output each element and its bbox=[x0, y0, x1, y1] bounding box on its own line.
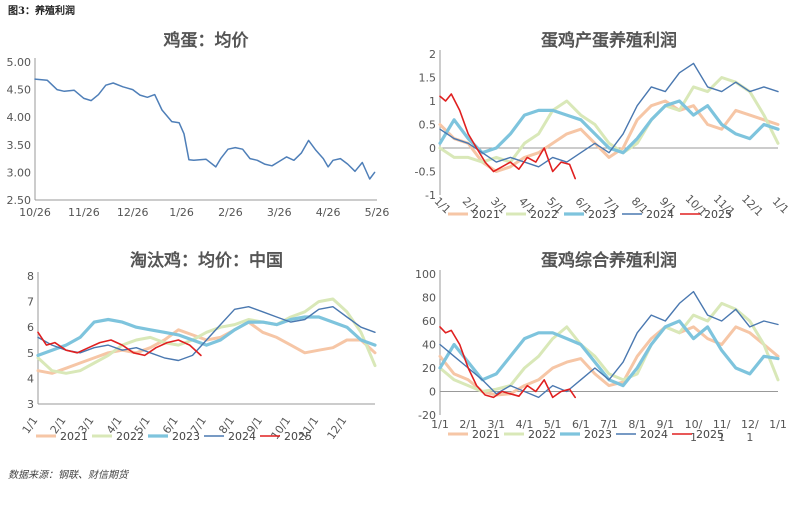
x-tick-label: 11/26 bbox=[68, 206, 100, 219]
chart-title: 淘汰鸡：均价：中国 bbox=[130, 250, 283, 271]
series-line-2022 bbox=[36, 297, 377, 375]
y-tick-label: 8 bbox=[27, 270, 34, 283]
y-tick-label: 5 bbox=[27, 347, 34, 360]
x-tick-label: 3/26 bbox=[267, 206, 292, 219]
series-line-2025 bbox=[37, 331, 202, 357]
series-line-2024 bbox=[37, 305, 376, 362]
series-line-2024 bbox=[439, 290, 779, 399]
legend-label-2022: 2022 bbox=[116, 430, 144, 443]
x-tick-label: 6/1 bbox=[572, 418, 590, 431]
x-tick-label: 1/1 bbox=[20, 414, 41, 436]
legend-label-2024: 2024 bbox=[228, 430, 256, 443]
y-tick-label: 6 bbox=[27, 321, 34, 334]
series-line-2021 bbox=[438, 325, 780, 397]
y-tick-label: 2.50 bbox=[7, 194, 32, 207]
y-tick-label: 4.50 bbox=[7, 84, 32, 97]
chart-title: 蛋鸡综合养殖利润 bbox=[541, 250, 677, 271]
x-tick-label: 1/26 bbox=[169, 206, 194, 219]
legend-label-2021: 2021 bbox=[472, 428, 500, 441]
series-line-2025 bbox=[439, 93, 576, 180]
x-tick-label: 2/1 bbox=[459, 418, 477, 431]
x-tick-label: 12/26 bbox=[117, 206, 149, 219]
y-tick-label: 3.00 bbox=[7, 166, 32, 179]
chart-title: 鸡蛋：均价 bbox=[163, 30, 250, 51]
y-tick-label: 60 bbox=[422, 315, 436, 328]
source-note: 数据来源：钢联、财信期货 bbox=[8, 470, 128, 481]
x-tick-label: 1/1 bbox=[770, 195, 792, 217]
legend-label-2023: 2023 bbox=[584, 428, 612, 441]
y-tick-label: 7 bbox=[27, 296, 34, 309]
legend-label-2022: 2022 bbox=[530, 208, 558, 221]
legend-label-2023: 2023 bbox=[588, 208, 616, 221]
legend-label-2024: 2024 bbox=[640, 428, 668, 441]
series-line-2023 bbox=[438, 319, 780, 388]
y-tick-label: 80 bbox=[422, 292, 436, 305]
x-tick-label: 1/1 bbox=[431, 418, 449, 431]
y-tick-label: 2 bbox=[429, 48, 436, 61]
x-tick-label: 4/26 bbox=[316, 206, 341, 219]
x-tick-label: 12/1 bbox=[741, 418, 759, 444]
y-tick-label: 0 bbox=[429, 386, 436, 399]
series-line-2025 bbox=[439, 326, 576, 399]
y-tick-label: 3.50 bbox=[7, 139, 32, 152]
series-line-2022 bbox=[438, 76, 780, 164]
legend-label-2021: 2021 bbox=[60, 430, 88, 443]
y-tick-label: 3 bbox=[27, 398, 34, 411]
x-tick-label: 9/1 bbox=[656, 418, 674, 431]
y-tick-label: 1.5 bbox=[419, 72, 437, 85]
y-tick-label: 4.00 bbox=[7, 111, 32, 124]
y-tick-label: -20 bbox=[418, 409, 436, 422]
x-tick-label: 7/1 bbox=[600, 418, 618, 431]
y-tick-label: -0.5 bbox=[415, 166, 436, 179]
legend-label-2025: 2025 bbox=[704, 208, 732, 221]
series-line-2023 bbox=[36, 315, 377, 358]
series-line-2022 bbox=[438, 301, 780, 393]
y-tick-label: -1 bbox=[425, 189, 436, 202]
x-tick-label: 12/1 bbox=[739, 192, 766, 219]
chart-title: 蛋鸡产蛋养殖利润 bbox=[541, 30, 677, 51]
legend-label-2022: 2022 bbox=[528, 428, 556, 441]
y-tick-label: 1 bbox=[429, 95, 436, 108]
series-line-price bbox=[34, 78, 376, 180]
x-tick-label: 11/1 bbox=[713, 418, 731, 444]
x-tick-label: 10/26 bbox=[19, 206, 51, 219]
y-tick-label: 20 bbox=[422, 362, 436, 375]
x-tick-label: 5/26 bbox=[365, 206, 390, 219]
legend-label-2024: 2024 bbox=[646, 208, 674, 221]
legend-label-2025: 2025 bbox=[696, 428, 724, 441]
y-tick-label: 100 bbox=[415, 268, 436, 281]
series-line-2024 bbox=[439, 62, 779, 168]
x-tick-label: 10/1 bbox=[685, 418, 703, 444]
y-tick-label: 0 bbox=[429, 142, 436, 155]
x-tick-label: 3/1 bbox=[487, 418, 505, 431]
y-tick-label: 5.00 bbox=[7, 56, 32, 69]
y-tick-label: 40 bbox=[422, 339, 436, 352]
x-tick-label: 12/1 bbox=[325, 414, 350, 442]
x-tick-label: 4/1 bbox=[516, 418, 534, 431]
figure-label: 图3：养殖利润 bbox=[8, 6, 75, 17]
x-tick-label: 5/1 bbox=[544, 418, 562, 431]
y-tick-label: 4 bbox=[27, 372, 34, 385]
series-line-2023 bbox=[438, 99, 780, 155]
legend-label-2023: 2023 bbox=[172, 430, 200, 443]
x-tick-label: 2/26 bbox=[218, 206, 243, 219]
legend-label-2021: 2021 bbox=[472, 208, 500, 221]
x-tick-label: 8/1 bbox=[628, 418, 646, 431]
y-tick-label: 0.5 bbox=[419, 119, 437, 132]
series-line-2021 bbox=[438, 99, 780, 173]
legend-label-2025: 2025 bbox=[284, 430, 312, 443]
x-tick-label: 1/1 bbox=[769, 418, 787, 431]
